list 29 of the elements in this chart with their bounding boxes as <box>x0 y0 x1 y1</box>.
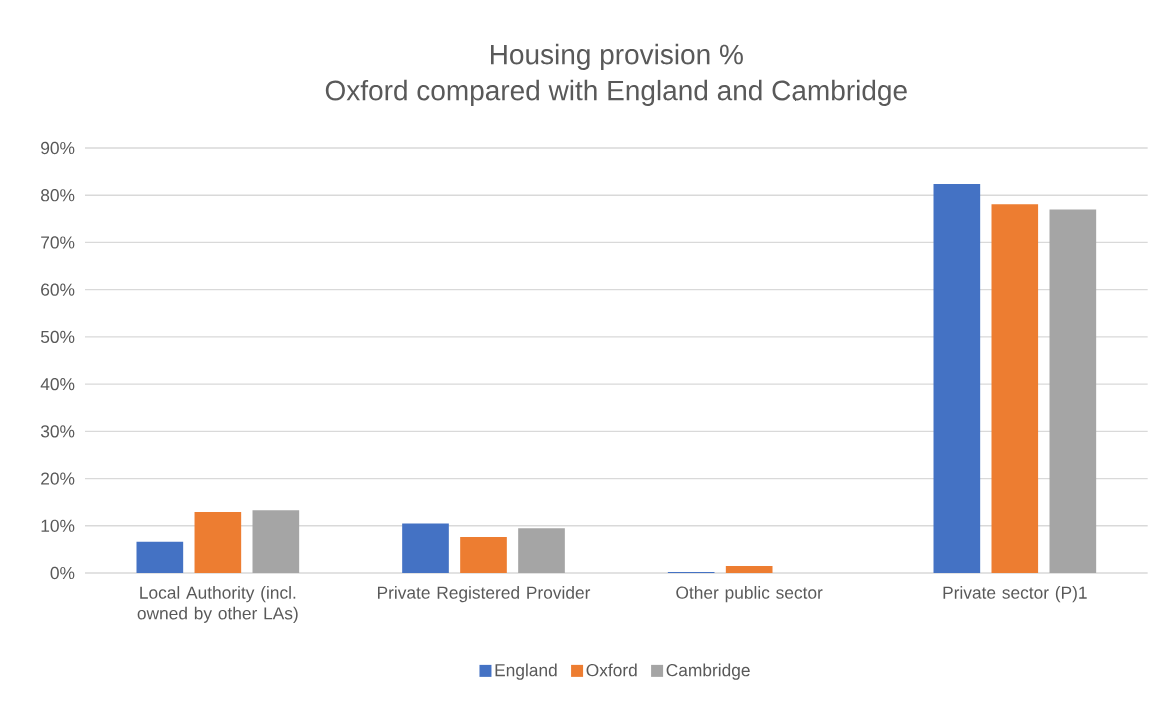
x-tick-label: Private Registered Provider <box>377 586 591 603</box>
bar <box>136 541 184 573</box>
y-tick-label: 20% <box>41 472 75 485</box>
y-tick-label: 70% <box>41 236 75 249</box>
y-tick-label: 80% <box>41 189 75 202</box>
bar <box>991 204 1039 573</box>
y-tick-label: 0% <box>50 566 75 580</box>
y-tick-label: 60% <box>41 283 75 296</box>
y-tick-label: 50% <box>40 330 75 344</box>
x-tick-label: Local Authority (incl. owned by other LAs) <box>137 586 298 623</box>
bar <box>725 565 773 573</box>
legend-label: England <box>495 663 557 680</box>
y-tick-label: 90% <box>41 141 75 155</box>
bar <box>933 183 981 573</box>
bar <box>402 523 449 573</box>
legend-label: Cambridge <box>666 663 750 680</box>
x-tick-label: Other public sector <box>676 586 823 603</box>
y-tick-label: 30% <box>40 425 75 438</box>
y-tick-label: 10% <box>41 519 75 532</box>
bar <box>460 537 507 573</box>
legend-label: Oxford <box>586 663 637 677</box>
x-tick-label: Private sector (P)1 <box>943 586 1087 603</box>
bar <box>252 510 300 573</box>
bar <box>194 512 242 573</box>
bar <box>1049 209 1097 573</box>
chart-title: Housing provision % <box>491 43 743 70</box>
y-tick-label: 40% <box>40 377 75 391</box>
bar <box>518 528 565 573</box>
chart-subtitle: Oxford compared with England and Cambridge <box>325 79 907 106</box>
